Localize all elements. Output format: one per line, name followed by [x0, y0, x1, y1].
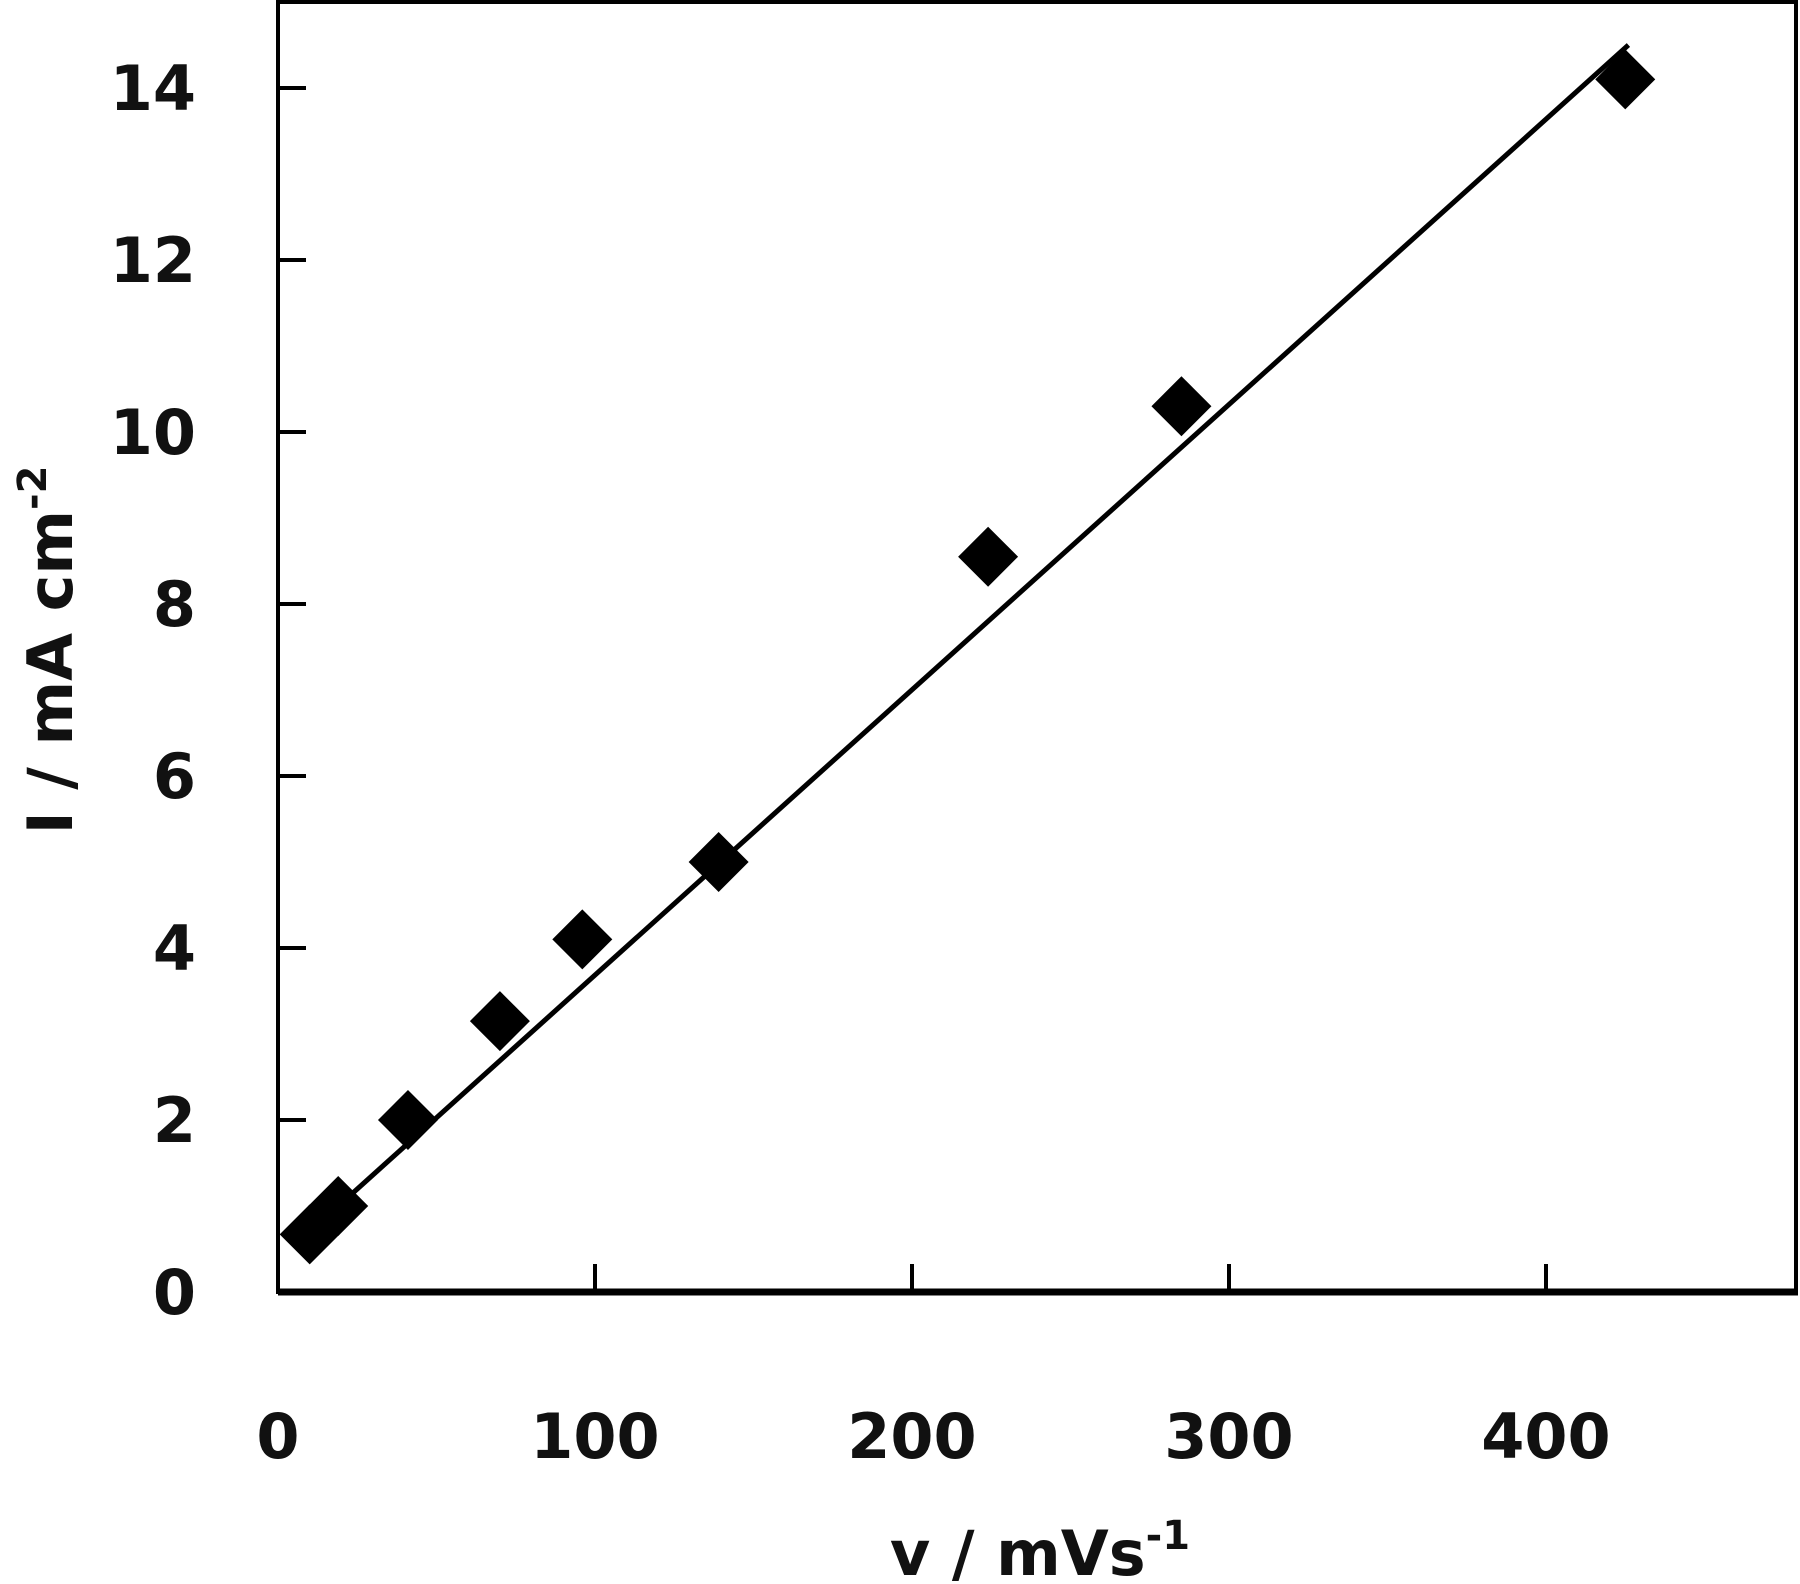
data-point: [1595, 49, 1656, 110]
x-tick-label: 200: [847, 1400, 976, 1473]
x-tick-label: 400: [1481, 1400, 1610, 1473]
x-tick-label: 0: [256, 1400, 299, 1473]
x-axis-label: v / mVs-1: [890, 1513, 1190, 1584]
data-point: [1151, 376, 1212, 437]
data-point: [688, 832, 749, 892]
data-point: [469, 991, 530, 1052]
fit-line: [298, 43, 1631, 1243]
data-point: [377, 1090, 438, 1150]
y-tick-label: 8: [153, 568, 196, 641]
x-tick-label: 300: [1164, 1400, 1293, 1473]
y-tick-label: 14: [110, 52, 196, 125]
data-point: [308, 1176, 369, 1236]
y-axis-label: I / mA cm-2: [10, 466, 87, 835]
y-tick-label: 4: [153, 912, 196, 985]
y-tick-label: 12: [110, 224, 196, 297]
data-point: [958, 526, 1019, 587]
x-tick-label: 100: [530, 1400, 659, 1473]
data-point: [552, 909, 613, 970]
y-tick-label: 10: [110, 396, 196, 469]
y-tick-label: 2: [153, 1084, 196, 1157]
y-tick-label: 6: [153, 740, 196, 813]
plot-frame: [276, 0, 1798, 1294]
y-tick-label: 0: [153, 1256, 196, 1329]
